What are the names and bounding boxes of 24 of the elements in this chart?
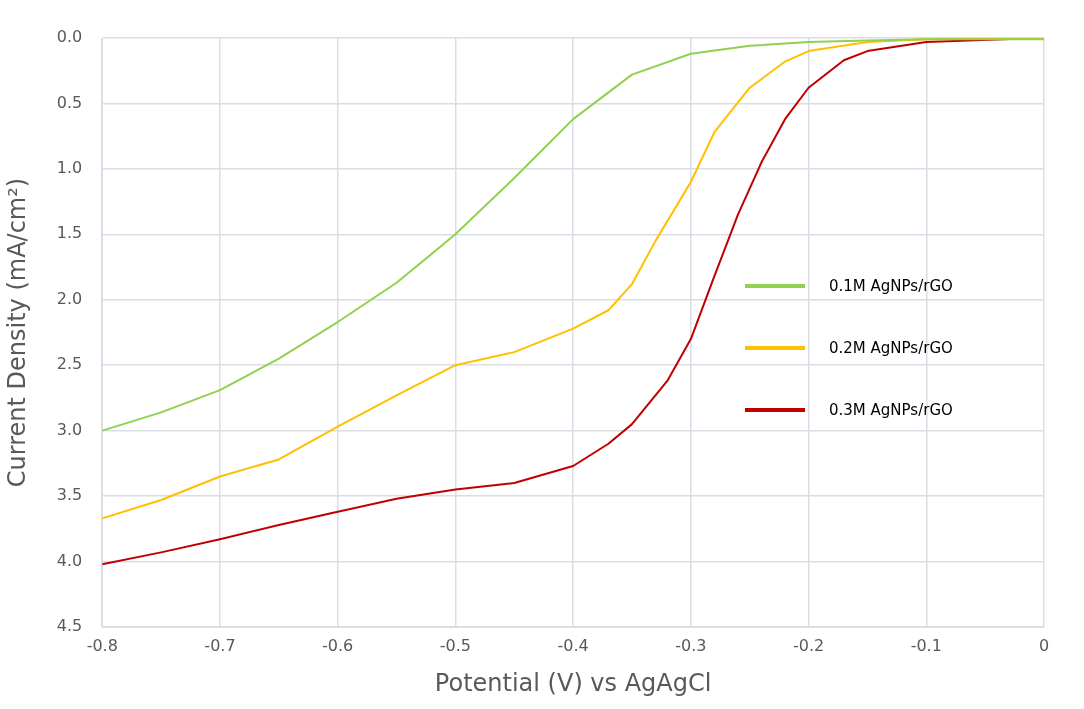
y-tick-label: 3.0 (56, 419, 83, 439)
x-tick-label: -0.7 (204, 635, 236, 655)
x-tick-label: 0 (1038, 635, 1050, 655)
x-tick-label: -0.3 (675, 635, 707, 655)
y-tick-label: 2.5 (56, 354, 83, 374)
legend-label: 0.3M AgNPs/rGO (829, 401, 953, 419)
x-tick-label: -0.5 (439, 635, 472, 655)
x-tick-label: -0.1 (910, 635, 942, 655)
y-tick-label: 0.5 (56, 92, 83, 112)
legend-label: 0.2M AgNPs/rGO (829, 339, 953, 357)
y-axis-title: Current Density (mA/cm²) (2, 177, 31, 488)
x-tick-label: -0.4 (557, 635, 589, 655)
x-tick-label: -0.2 (792, 635, 825, 655)
x-tick-label: -0.8 (86, 635, 118, 655)
y-tick-label: 0.0 (56, 27, 83, 47)
y-tick-label: 1.5 (56, 223, 83, 243)
x-axis-title: Potential (V) vs AgAgCl (434, 668, 712, 697)
y-tick-label: 4.5 (56, 616, 83, 636)
y-tick-label: 2.0 (56, 288, 83, 308)
y-tick-label: 3.5 (56, 485, 83, 505)
legend-label: 0.1M AgNPs/rGO (829, 277, 953, 295)
y-tick-label: 4.0 (56, 550, 83, 570)
x-tick-label: -0.6 (322, 635, 354, 655)
y-tick-label: 1.0 (56, 158, 83, 178)
